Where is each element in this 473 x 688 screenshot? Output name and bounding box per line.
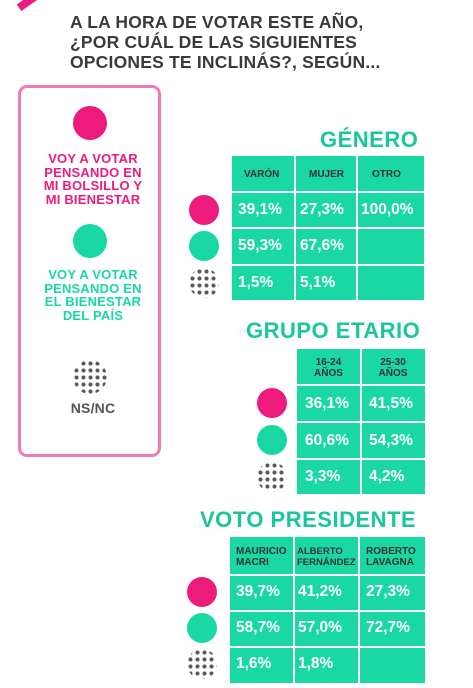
table-cell: 5,1% bbox=[300, 274, 336, 291]
table-cell: 39,1% bbox=[238, 201, 282, 218]
table-cell: 4,2% bbox=[369, 468, 405, 485]
table-cell: 54,3% bbox=[369, 432, 413, 449]
pink-dot-icon bbox=[189, 195, 219, 225]
green-dot-icon bbox=[187, 613, 217, 643]
table-cell: 67,6% bbox=[300, 237, 344, 254]
table-cell: 58,7% bbox=[236, 619, 280, 636]
table-cell: 27,3% bbox=[366, 583, 410, 600]
dotted-circle-icon bbox=[187, 649, 217, 679]
green-dot-icon bbox=[73, 224, 107, 258]
section-title-genero: GÉNERO bbox=[320, 127, 419, 152]
table-cell: 57,0% bbox=[298, 619, 342, 636]
table-cell: 100,0% bbox=[361, 201, 414, 218]
dotted-circle-icon bbox=[257, 462, 287, 492]
col-header: ALBERTO FERNÁNDEZ bbox=[297, 546, 356, 568]
dotted-circle-icon bbox=[189, 268, 219, 298]
section-title-voto: VOTO PRESIDENTE bbox=[200, 507, 417, 532]
col-header: MUJER bbox=[309, 169, 345, 180]
table-cell: 1,8% bbox=[298, 655, 334, 672]
col-header: OTRO bbox=[372, 169, 401, 180]
pink-dot-icon bbox=[73, 106, 107, 140]
table-cell: 59,3% bbox=[238, 237, 282, 254]
section-title-edad: GRUPO ETARIO bbox=[246, 318, 421, 343]
legend-box: VOY A VOTAR PENSANDO EN MI BOLSILLO Y MI… bbox=[18, 85, 161, 457]
table-cell: 72,7% bbox=[366, 619, 410, 636]
green-dot-icon bbox=[257, 425, 287, 455]
dotted-circle-icon bbox=[73, 360, 107, 394]
page-title: A LA HORA DE VOTAR ESTE AÑO, ¿POR CUÁL D… bbox=[70, 12, 470, 72]
pink-dot-icon bbox=[187, 577, 217, 607]
col-header: ROBERTO LAVAGNA bbox=[366, 546, 416, 568]
legend-nsnc-label: NS/NC bbox=[70, 400, 116, 416]
col-header: 16-24 AÑOS bbox=[314, 357, 343, 379]
pink-dot-icon bbox=[257, 388, 287, 418]
title-line: ¿POR CUÁL DE LAS SIGUIENTES bbox=[70, 32, 358, 52]
title-line: A LA HORA DE VOTAR ESTE AÑO, bbox=[70, 12, 364, 32]
table-cell: 60,6% bbox=[305, 432, 349, 449]
table-cell: 41,2% bbox=[298, 583, 342, 600]
corner-accent bbox=[16, 0, 50, 14]
table-cell: 1,5% bbox=[238, 274, 274, 291]
legend-pocket-label: VOY A VOTAR PENSANDO EN MI BOLSILLO Y MI… bbox=[43, 151, 143, 207]
col-header: 25-30 AÑOS bbox=[378, 357, 408, 379]
green-dot-icon bbox=[189, 231, 219, 261]
table-cell: 39,7% bbox=[236, 583, 280, 600]
legend-country-label: VOY A VOTAR PENSANDO EN EL BIENESTAR DEL… bbox=[44, 267, 142, 323]
title-line: OPCIONES TE INCLINÁS?, SEGÚN... bbox=[70, 52, 381, 72]
col-header: MAURICIO MACRI bbox=[236, 546, 287, 568]
table-cell: 27,3% bbox=[300, 201, 344, 218]
col-header: VARÓN bbox=[244, 169, 280, 180]
table-cell: 41,5% bbox=[369, 395, 413, 412]
table-cell: 1,6% bbox=[236, 655, 272, 672]
table-cell: 3,3% bbox=[305, 468, 341, 485]
table-cell: 36,1% bbox=[305, 395, 349, 412]
